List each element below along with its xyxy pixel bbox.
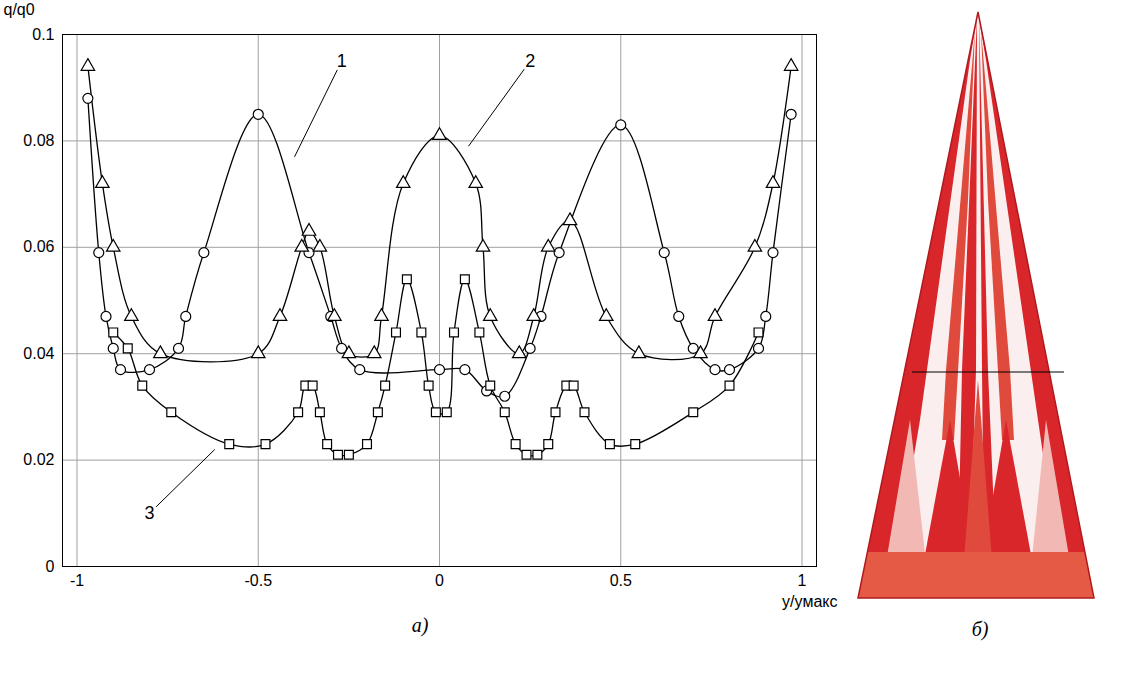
svg-text:3: 3	[144, 503, 154, 523]
svg-text:0.06: 0.06	[23, 238, 54, 255]
svg-text:0.02: 0.02	[23, 451, 54, 468]
svg-text:0: 0	[46, 558, 55, 575]
svg-text:1: 1	[337, 51, 347, 71]
svg-text:2: 2	[525, 51, 535, 71]
svg-text:-1: -1	[70, 572, 84, 589]
svg-text:q/q0: q/q0	[4, 1, 35, 18]
svg-text:0.04: 0.04	[23, 345, 54, 362]
svg-text:y/yмакс: y/yмакс	[782, 593, 838, 610]
html-text:б): б)	[971, 618, 989, 640]
svg-text:0.5: 0.5	[610, 572, 632, 589]
svg-text:1: 1	[798, 572, 807, 589]
svg-text:0: 0	[435, 572, 444, 589]
svg-text:0.08: 0.08	[23, 132, 54, 149]
html-text:а): а)	[411, 614, 429, 636]
svg-text:0.1: 0.1	[32, 26, 54, 43]
svg-text:-0.5: -0.5	[244, 572, 272, 589]
